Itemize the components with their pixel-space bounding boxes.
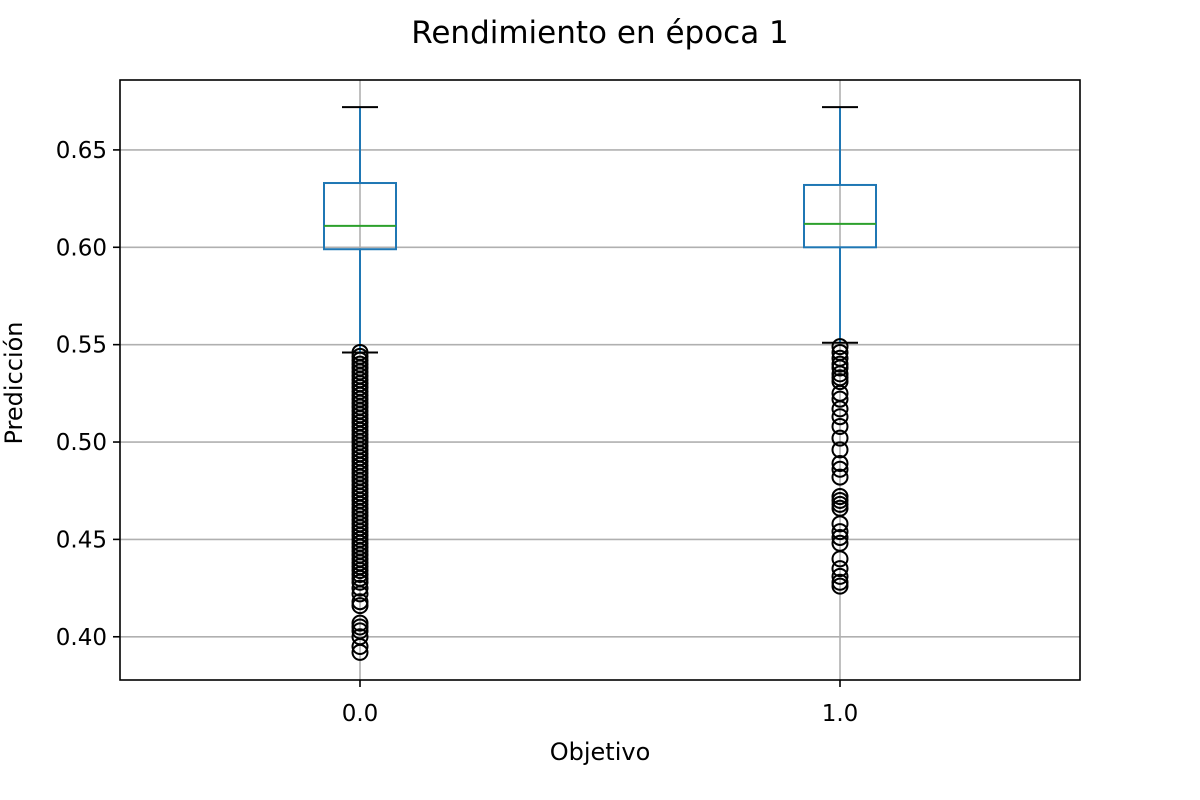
outlier-point	[351, 593, 369, 611]
plot-frame	[119, 79, 1081, 681]
outlier-point	[831, 441, 849, 459]
outlier-point	[831, 468, 849, 486]
box-plot-marks	[323, 106, 877, 661]
outlier-point	[831, 349, 849, 367]
outlier-point	[831, 338, 849, 356]
y-tick-label: 0.40	[56, 625, 107, 651]
outlier-point	[831, 390, 849, 408]
x-tick-label: 0.0	[342, 701, 379, 727]
box-1.0	[803, 106, 877, 595]
iqr-box	[803, 183, 877, 249]
x-tick-label: 1.0	[822, 701, 859, 727]
outlier-point	[831, 560, 849, 578]
outlier-point	[831, 573, 849, 591]
outlier-point	[831, 488, 849, 506]
y-tick-label: 0.45	[56, 527, 107, 553]
outlier-point	[831, 454, 849, 472]
y-axis-label: Predicción	[0, 321, 28, 444]
y-tick-label: 0.50	[56, 430, 107, 456]
chart-title: Rendimiento en época 1	[411, 15, 789, 51]
outlier-point	[831, 460, 849, 478]
outlier-point	[831, 355, 849, 373]
y-tick-label: 0.65	[56, 138, 107, 164]
outlier-point	[831, 523, 849, 541]
outlier-point	[831, 417, 849, 435]
axis-ticks: 0.40 0.45 0.50 0.55 0.60 0.65 0.0 1.0	[56, 138, 859, 727]
outlier-point	[351, 579, 369, 597]
outlier-point	[831, 343, 849, 361]
outlier-point	[351, 343, 369, 361]
box-0.0	[323, 106, 397, 661]
iqr-box	[323, 182, 397, 251]
outlier-point	[831, 534, 849, 552]
x-axis-label: Objetivo	[550, 738, 651, 766]
outlier-point	[351, 628, 369, 646]
y-tick-label: 0.55	[56, 333, 107, 359]
outlier-point	[351, 614, 369, 632]
outlier-point	[831, 408, 849, 426]
y-tick-label: 0.60	[56, 235, 107, 261]
outlier-point	[831, 528, 849, 546]
outlier-point	[831, 429, 849, 447]
outlier-point	[831, 567, 849, 585]
